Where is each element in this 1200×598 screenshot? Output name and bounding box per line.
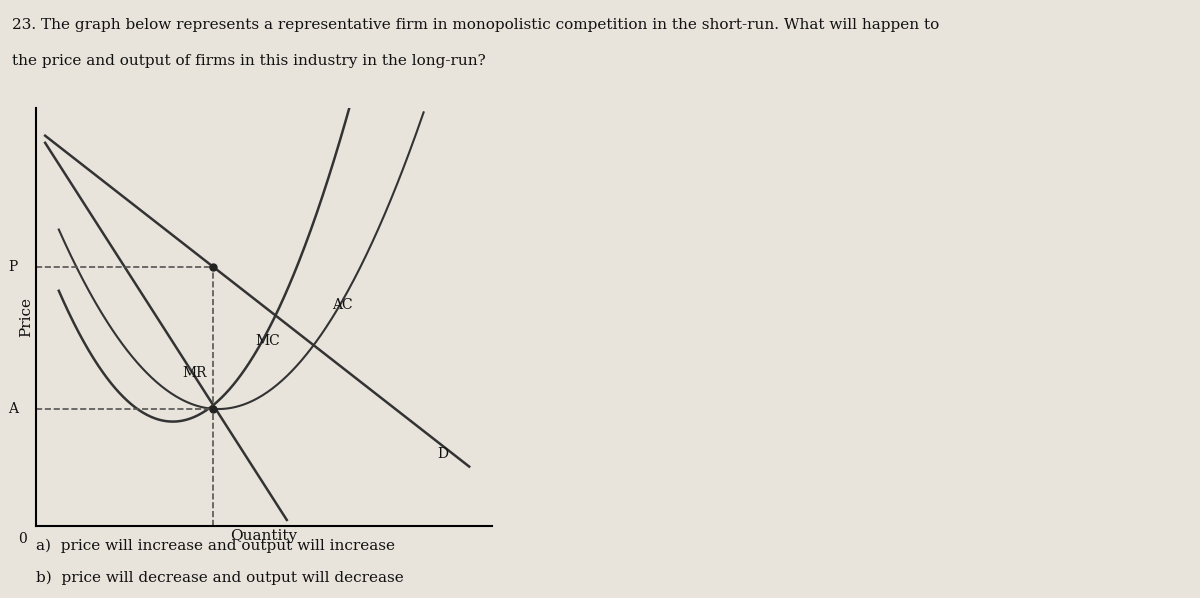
Text: MR: MR (182, 366, 206, 380)
Text: a)  price will increase and output will increase: a) price will increase and output will i… (36, 538, 395, 553)
Text: b)  price will decrease and output will decrease: b) price will decrease and output will d… (36, 571, 403, 585)
Text: AC: AC (332, 298, 353, 312)
Text: 23. The graph below represents a representative firm in monopolistic competition: 23. The graph below represents a represe… (12, 18, 940, 32)
X-axis label: Quantity: Quantity (230, 529, 298, 543)
Y-axis label: Price: Price (19, 297, 34, 337)
Text: A: A (7, 402, 18, 416)
Text: P: P (8, 260, 18, 274)
Text: MC: MC (254, 334, 280, 349)
Text: 0: 0 (18, 532, 26, 546)
Text: the price and output of firms in this industry in the long-run?: the price and output of firms in this in… (12, 54, 486, 68)
Text: D: D (437, 447, 449, 462)
